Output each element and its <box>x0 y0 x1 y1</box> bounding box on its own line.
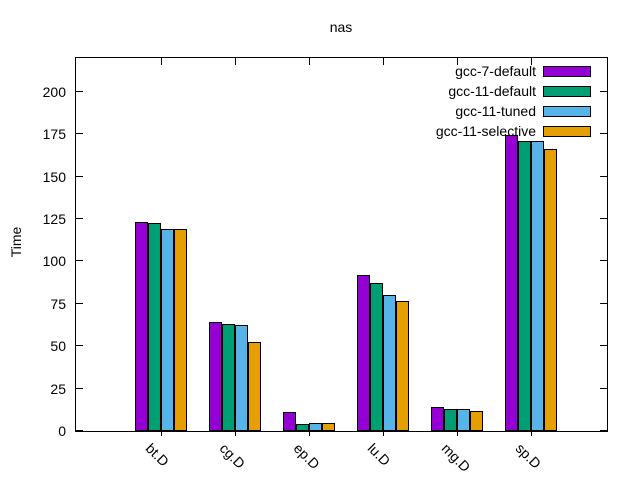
bar-gcc-7-default-mg.D <box>430 407 444 431</box>
x-tick-mark-bottom <box>383 432 384 436</box>
legend-swatch <box>543 125 591 137</box>
bar-gcc-7-default-cg.D <box>208 322 222 431</box>
y-tick-mark <box>76 388 83 389</box>
y-tick-mark <box>76 260 83 261</box>
bar-gcc-11-tuned-cg.D <box>234 325 248 431</box>
y-tick-mark <box>600 303 607 304</box>
bar-gcc-11-default-cg.D <box>221 324 235 431</box>
legend-label: gcc-7-default <box>455 63 536 79</box>
legend-entry: gcc-11-default <box>436 81 591 101</box>
x-tick-mark-bottom <box>235 432 236 436</box>
x-tick-label: ep.D <box>290 440 323 473</box>
x-tick-label: cg.D <box>216 440 249 472</box>
y-tick-label: 75 <box>50 296 66 312</box>
bar-gcc-11-tuned-lu.D <box>382 295 396 431</box>
bar-gcc-11-tuned-sp.D <box>530 141 544 431</box>
bar-gcc-11-default-mg.D <box>443 409 457 431</box>
y-tick-mark <box>600 91 607 92</box>
y-tick-mark <box>76 91 83 92</box>
y-tick-mark <box>600 430 607 431</box>
y-tick-mark <box>76 303 83 304</box>
legend-label: gcc-11-selective <box>435 123 536 139</box>
legend-entry: gcc-11-selective <box>436 121 591 141</box>
y-tick-mark <box>600 218 607 219</box>
y-tick-mark <box>76 218 83 219</box>
y-tick-mark <box>600 260 607 261</box>
y-tick-mark <box>600 388 607 389</box>
bar-gcc-11-tuned-bt.D <box>160 229 174 431</box>
x-tick-mark-top <box>531 58 532 65</box>
x-tick-mark-bottom <box>531 432 532 436</box>
legend-swatch <box>543 105 591 117</box>
x-tick-label: sp.D <box>512 440 545 472</box>
y-tick-mark <box>600 176 607 177</box>
y-tick-mark <box>76 345 83 346</box>
plot-area <box>75 57 608 432</box>
x-tick-mark-top <box>309 58 310 65</box>
y-tick-label: 175 <box>42 126 66 142</box>
y-tick-mark <box>76 133 83 134</box>
legend-swatch <box>543 65 591 77</box>
x-tick-label: mg.D <box>438 440 474 475</box>
x-tick-mark-top <box>383 58 384 65</box>
bar-gcc-11-selective-sp.D <box>543 149 557 431</box>
bar-gcc-11-default-ep.D <box>295 424 309 431</box>
bar-gcc-11-selective-mg.D <box>469 411 483 431</box>
x-tick-label: bt.D <box>142 440 173 470</box>
y-tick-mark <box>76 430 83 431</box>
x-tick-mark-bottom <box>161 432 162 436</box>
bar-gcc-11-default-lu.D <box>369 283 383 431</box>
x-tick-mark-top <box>161 58 162 65</box>
y-tick-mark <box>600 345 607 346</box>
y-tick-label: 200 <box>42 84 66 100</box>
bar-gcc-7-default-lu.D <box>356 275 370 431</box>
bar-gcc-11-tuned-mg.D <box>456 409 470 431</box>
bar-gcc-7-default-bt.D <box>134 222 148 431</box>
x-tick-label: lu.D <box>364 440 394 469</box>
legend-swatch <box>543 85 591 97</box>
chart-title: nas <box>329 19 353 35</box>
y-tick-label: 150 <box>42 169 66 185</box>
bar-gcc-7-default-ep.D <box>282 412 296 431</box>
bar-gcc-11-default-bt.D <box>147 223 161 431</box>
legend-label: gcc-11-default <box>448 83 536 99</box>
bar-gcc-11-selective-lu.D <box>395 301 409 431</box>
x-tick-mark-top <box>235 58 236 65</box>
legend-entry: gcc-7-default <box>436 61 591 81</box>
legend-label: gcc-11-tuned <box>455 103 536 119</box>
bar-gcc-11-tuned-ep.D <box>308 423 322 431</box>
legend: gcc-7-default gcc-11-default gcc-11-tuned g… <box>436 61 591 141</box>
legend-entry: gcc-11-tuned <box>436 101 591 121</box>
bar-gcc-11-selective-cg.D <box>247 342 261 431</box>
y-tick-mark <box>600 133 607 134</box>
y-tick-label: 125 <box>42 211 66 227</box>
bar-gcc-11-default-sp.D <box>517 141 531 431</box>
y-tick-label: 50 <box>50 338 66 354</box>
y-tick-mark <box>76 176 83 177</box>
y-tick-label: 0 <box>58 423 66 439</box>
bar-gcc-7-default-sp.D <box>504 135 518 431</box>
y-tick-label: 25 <box>50 381 66 397</box>
y-tick-label: 100 <box>42 253 66 269</box>
bar-gcc-11-selective-bt.D <box>173 229 187 431</box>
x-tick-mark-bottom <box>309 432 310 436</box>
bar-gcc-11-selective-ep.D <box>321 423 335 431</box>
x-tick-mark-top <box>457 58 458 65</box>
x-tick-mark-bottom <box>457 432 458 436</box>
